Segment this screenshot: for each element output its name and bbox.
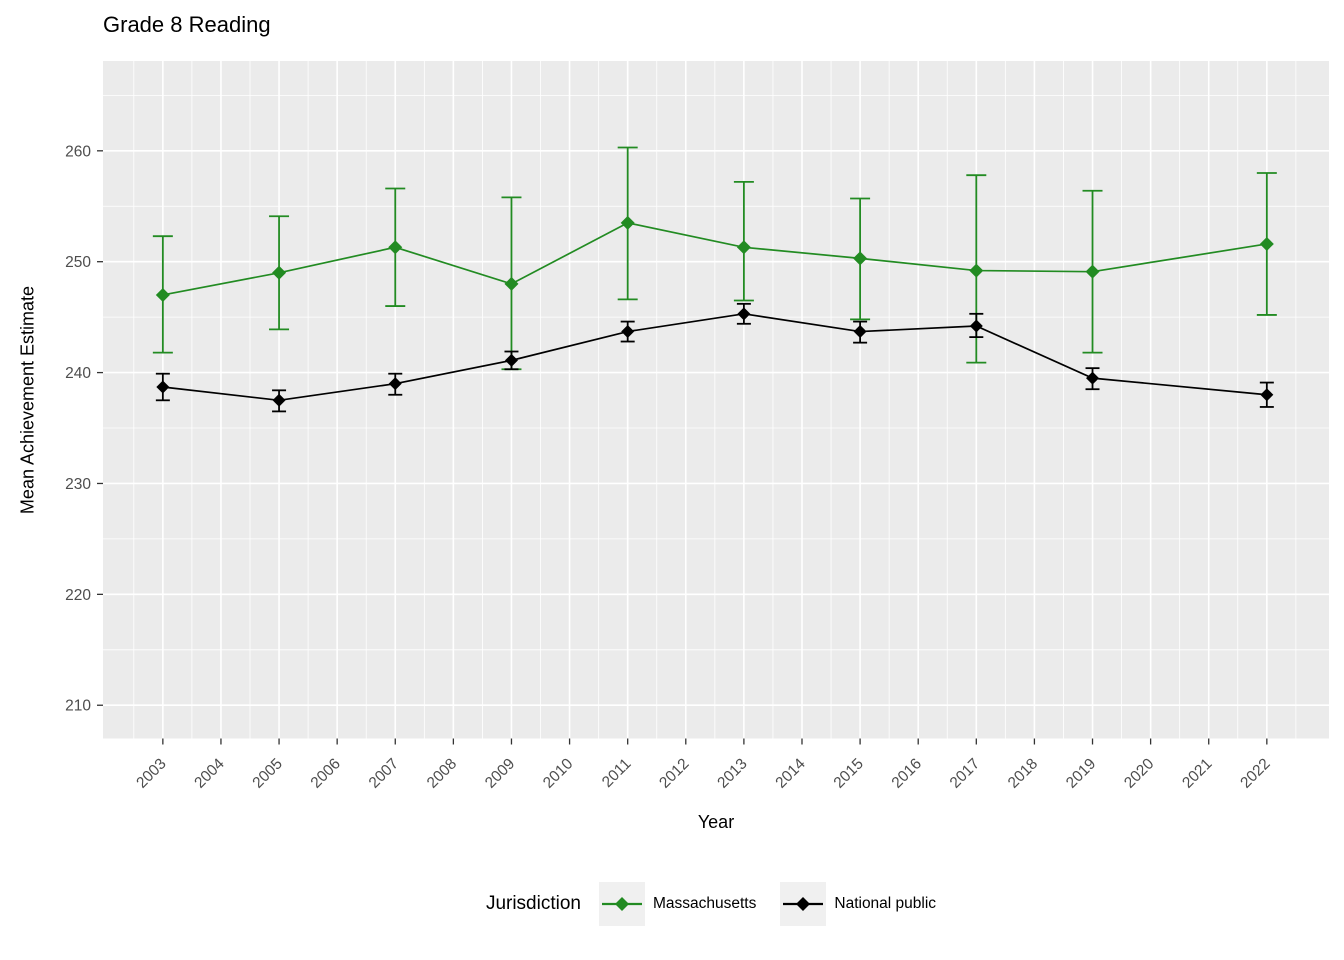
panel-background — [103, 61, 1329, 739]
national-public-line-diamond-icon — [780, 882, 827, 926]
data-point-diamond — [272, 393, 286, 407]
svg-text:2017: 2017 — [947, 755, 983, 791]
x-axis-title: Year — [697, 812, 735, 832]
svg-text:230: 230 — [65, 476, 91, 493]
massachusetts-series — [152, 146, 1277, 371]
data-point-diamond — [621, 325, 635, 339]
data-point-diamond — [737, 307, 751, 321]
data-point-diamond — [388, 240, 403, 255]
massachusetts-line-diamond-icon — [598, 882, 645, 926]
data-point-diamond — [1085, 264, 1100, 279]
data-point-diamond — [156, 380, 170, 394]
svg-text:2010: 2010 — [540, 755, 577, 792]
data-point-diamond — [969, 263, 984, 278]
legend-title: Jurisdiction — [485, 893, 581, 914]
data-point-diamond — [388, 377, 402, 391]
data-point-diamond — [1259, 236, 1274, 251]
svg-text:210: 210 — [65, 698, 91, 715]
svg-text:2015: 2015 — [831, 755, 867, 791]
x-tick-labels: 2003 2004 2005 2006 2007 2008 2009 2010 2011 2012… — [133, 755, 1273, 792]
svg-text:2022: 2022 — [1237, 755, 1273, 791]
data-point-diamond — [969, 319, 983, 333]
svg-text:250: 250 — [65, 254, 91, 271]
chart-title: Grade 8 Reading — [103, 12, 271, 37]
svg-text:2007: 2007 — [366, 755, 402, 791]
legend-label-national-public: National public — [834, 895, 937, 912]
data-point-diamond — [1086, 371, 1100, 385]
svg-text:2019: 2019 — [1063, 755, 1099, 791]
svg-text:260: 260 — [65, 143, 91, 160]
svg-text:2021: 2021 — [1179, 755, 1215, 791]
svg-text:220: 220 — [65, 587, 91, 604]
svg-text:2006: 2006 — [308, 755, 344, 791]
data-point-diamond — [504, 276, 519, 291]
svg-text:2009: 2009 — [482, 755, 518, 791]
data-point-diamond — [155, 287, 170, 302]
data-point-diamond — [1260, 388, 1274, 402]
axis-tick-marks — [97, 150, 1268, 745]
svg-text:2014: 2014 — [772, 755, 809, 792]
y-tick-labels: 210 220 230 240 250 260 — [65, 143, 91, 714]
legend-label-massachusetts: Massachusetts — [652, 895, 757, 912]
data-point-diamond — [620, 215, 635, 230]
legend: Jurisdiction Massachusetts National publ… — [103, 882, 1329, 926]
data-point-diamond — [736, 240, 751, 255]
svg-text:2008: 2008 — [424, 755, 460, 791]
svg-text:240: 240 — [65, 365, 91, 382]
svg-text:2003: 2003 — [133, 755, 169, 791]
svg-text:2016: 2016 — [889, 755, 925, 791]
svg-text:2004: 2004 — [191, 755, 228, 792]
data-point-diamond — [853, 251, 868, 266]
national-public-series — [155, 302, 1274, 413]
svg-text:2020: 2020 — [1121, 755, 1158, 792]
legend-item-national-public: National public — [780, 882, 936, 926]
svg-text:2005: 2005 — [249, 755, 285, 791]
svg-text:2018: 2018 — [1005, 755, 1041, 791]
svg-text:2012: 2012 — [656, 755, 692, 791]
data-point-diamond — [853, 325, 867, 339]
gridlines — [103, 61, 1329, 739]
data-point-diamond — [272, 265, 287, 280]
svg-text:2013: 2013 — [714, 755, 750, 791]
data-point-diamond — [504, 353, 518, 367]
legend-item-massachusetts: Massachusetts — [598, 882, 757, 926]
svg-text:2011: 2011 — [599, 755, 635, 791]
